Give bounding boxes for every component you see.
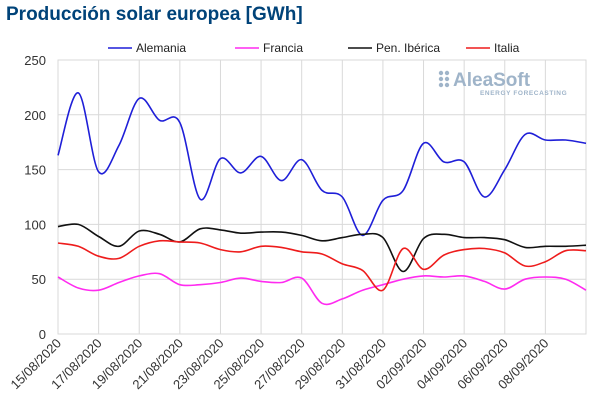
y-axis: 0 50 100 150 200 250 [24, 53, 46, 342]
logo-brand: AleaSoft [453, 70, 531, 91]
y-tick-label: 100 [24, 217, 46, 232]
series-line-pen-iberica [57, 223, 587, 273]
series-line-alemania [57, 92, 587, 237]
legend-item-pen-iberica: Pen. Ibérica [348, 41, 440, 55]
grid [57, 59, 587, 335]
logo-dots-icon [438, 70, 450, 88]
legend-label: Italia [494, 41, 520, 55]
logo-tagline: ENERGY FORECASTING [480, 90, 567, 97]
y-tick-label: 50 [32, 272, 46, 287]
series-line-italia [57, 239, 587, 292]
y-tick-label: 250 [24, 53, 46, 68]
series-line-francia [57, 272, 587, 306]
legend-item-francia: Francia [235, 41, 303, 55]
legend-label: Alemania [136, 41, 186, 55]
aleasoft-logo: AleaSoft ENERGY FORECASTING [438, 70, 567, 97]
legend: Alemania Francia Pen. Ibérica Italia [108, 41, 520, 55]
legend-item-alemania: Alemania [108, 41, 186, 55]
chart-title: Producción solar europea [GWh] [6, 4, 303, 25]
plot-frame [57, 59, 587, 335]
y-tick-label: 150 [24, 163, 46, 178]
series-lines [57, 92, 587, 306]
legend-label: Francia [263, 41, 303, 55]
legend-label: Pen. Ibérica [376, 41, 440, 55]
x-axis: 15/08/202017/08/202019/08/202021/08/2020… [7, 336, 551, 393]
legend-item-italia: Italia [466, 41, 520, 55]
y-tick-label: 0 [39, 327, 46, 342]
y-tick-label: 200 [24, 108, 46, 123]
